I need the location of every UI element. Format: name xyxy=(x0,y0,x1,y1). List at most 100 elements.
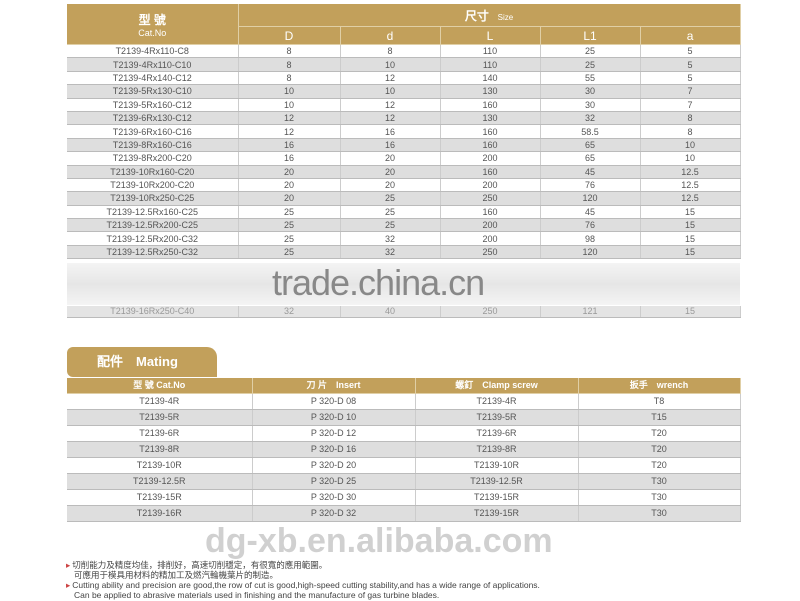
cell: T20 xyxy=(578,457,741,474)
cell: 25 xyxy=(238,231,341,246)
cell: 8 xyxy=(640,111,741,126)
table-row: T2139-15R P 320-D 30 T2139-15R T30 xyxy=(67,489,741,506)
cell: 160 xyxy=(440,98,541,112)
cell: 12.5 xyxy=(640,178,741,193)
cell: 25 xyxy=(340,218,441,233)
cell: T2139-12.5R xyxy=(415,473,579,490)
cell: T2139-16Rx250-C40 xyxy=(67,306,239,318)
watermark-alibaba: dg-xb.en.alibaba.com xyxy=(205,522,553,560)
table-row: T2139-4Rx110-C8 8 8 110 25 5 xyxy=(67,44,741,59)
cell: T2139-5R xyxy=(67,409,253,426)
note-line: ▸ Cutting ability and precision are good,… xyxy=(66,580,540,590)
table-row: T2139-10Rx200-C20 20 20 200 76 12.5 xyxy=(67,178,741,193)
cell: 10 xyxy=(238,84,341,99)
cell: 15 xyxy=(640,231,741,246)
table-row: T2139-12.5Rx160-C25 25 25 160 45 15 xyxy=(67,205,741,220)
cell: T2139-5R xyxy=(415,409,579,426)
cell: T2139-12.5Rx250-C32 xyxy=(67,245,239,260)
cell: P 320-D 10 xyxy=(252,409,416,426)
table-row: T2139-4R P 320-D 08 T2139-4R T8 xyxy=(67,393,741,410)
cell: T2139-15R xyxy=(67,489,253,506)
table-row: T2139-6Rx160-C16 12 16 160 58.5 8 xyxy=(67,124,741,139)
cell: T2139-4Rx140-C12 xyxy=(67,71,239,86)
table-row: T2139-12.5Rx250-C32 25 32 250 120 15 xyxy=(67,245,741,260)
cell: 8 xyxy=(238,57,341,72)
cell: 10 xyxy=(238,98,341,112)
cell: 250 xyxy=(440,245,541,260)
cell: T2139-4R xyxy=(415,393,579,410)
cell: 160 xyxy=(440,205,541,220)
cell: 160 xyxy=(440,124,541,139)
cell: 5 xyxy=(640,57,741,72)
cell: 7 xyxy=(640,98,741,112)
cell: T2139-16R xyxy=(67,505,253,522)
cell: 30 xyxy=(540,98,641,112)
cell: 5 xyxy=(640,71,741,86)
cell: 5 xyxy=(640,44,741,59)
cell: 12 xyxy=(340,98,441,112)
cell: 15 xyxy=(640,205,741,220)
cell: T2139-8Rx160-C16 xyxy=(67,138,239,153)
blurred-region xyxy=(67,263,740,305)
cell: T2139-12.5Rx200-C25 xyxy=(67,218,239,233)
cat-no-header: 型 號 Cat.No xyxy=(67,4,239,45)
table-row: T2139-8R P 320-D 16 T2139-8R T20 xyxy=(67,441,741,458)
cell: 30 xyxy=(540,84,641,99)
cell: 32 xyxy=(540,111,641,126)
table-row: T2139-10Rx160-C20 20 20 160 45 12.5 xyxy=(67,165,741,179)
cell: 20 xyxy=(340,178,441,193)
cell: 20 xyxy=(340,165,441,179)
cell: 8 xyxy=(340,44,441,59)
cell: 8 xyxy=(238,44,341,59)
cell: 65 xyxy=(540,138,641,153)
note-en-2: Can be applied to abrasive materials use… xyxy=(74,590,440,600)
cell: T30 xyxy=(578,473,741,490)
cell: P 320-D 08 xyxy=(252,393,416,410)
bullet-icon: ▸ xyxy=(66,580,71,590)
cell: 120 xyxy=(540,191,641,206)
cell: 15 xyxy=(640,218,741,233)
table-row: T2139-10Rx250-C25 20 25 250 120 12.5 xyxy=(67,191,741,206)
cell: 25 xyxy=(238,245,341,260)
table-row: T2139-5Rx130-C10 10 10 130 30 7 xyxy=(67,84,741,99)
cell: 45 xyxy=(540,205,641,220)
table-row: T2139-5R P 320-D 10 T2139-5R T15 xyxy=(67,409,741,426)
cell: 12.5 xyxy=(640,191,741,206)
cell: 55 xyxy=(540,71,641,86)
cell: T2139-10Rx250-C25 xyxy=(67,191,239,206)
cell: 250 xyxy=(440,191,541,206)
cell: P 320-D 20 xyxy=(252,457,416,474)
cell: 16 xyxy=(238,151,341,166)
cell: 200 xyxy=(440,178,541,193)
cell: T30 xyxy=(578,505,741,522)
watermark-trade-china: trade.china.cn xyxy=(272,262,485,303)
cell: 25 xyxy=(340,191,441,206)
cell: 16 xyxy=(238,138,341,153)
note-cn-2: 可應用于模具用材料的精加工及燃汽輪機葉片的制造。 xyxy=(74,570,279,580)
header-wrench: 扳手 wrench xyxy=(578,378,741,394)
cell: T8 xyxy=(578,393,741,410)
cell: 250 xyxy=(440,306,541,318)
cell: T2139-4R xyxy=(67,393,253,410)
col-a: a xyxy=(640,26,741,45)
table-row: T2139-8Rx200-C20 16 20 200 65 10 xyxy=(67,151,741,166)
cell: 25 xyxy=(540,44,641,59)
table-row: T2139-4Rx140-C12 8 12 140 55 5 xyxy=(67,71,741,86)
cell: 130 xyxy=(440,84,541,99)
cell: 12.5 xyxy=(640,165,741,179)
cell: 16 xyxy=(340,124,441,139)
cell: 8 xyxy=(238,71,341,86)
table-row: T2139-10R P 320-D 20 T2139-10R T20 xyxy=(67,457,741,474)
cell: 25 xyxy=(540,57,641,72)
table-row: T2139-5Rx160-C12 10 12 160 30 7 xyxy=(67,98,741,112)
cell: 25 xyxy=(238,205,341,220)
cell: 10 xyxy=(340,84,441,99)
cell: 20 xyxy=(238,165,341,179)
col-L1: L1 xyxy=(540,26,641,45)
cell: T2139-12.5R xyxy=(67,473,253,490)
cell: P 320-D 25 xyxy=(252,473,416,490)
cell: 200 xyxy=(440,231,541,246)
cell: T2139-12.5Rx160-C25 xyxy=(67,205,239,220)
size-table: 型 號 Cat.No 尺寸 Size D d L L1 a T2139-4Rx11… xyxy=(67,4,741,260)
cell: T2139-5Rx130-C10 xyxy=(67,84,239,99)
